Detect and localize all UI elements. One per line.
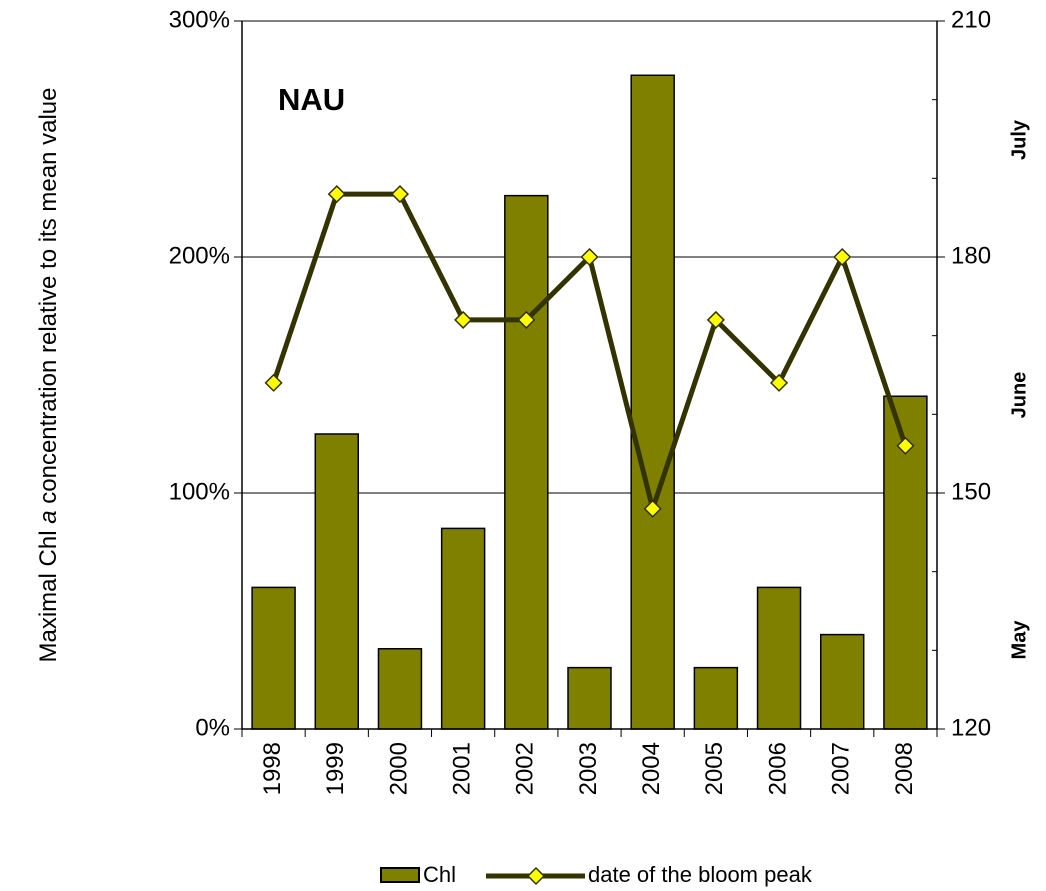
bar: [883, 395, 928, 730]
y-tick-label: 200%: [169, 242, 230, 269]
y-axis-label: Maximal Chl a concentration relative to …: [35, 88, 62, 663]
y2-tick-label: 180: [951, 242, 991, 269]
marker: [517, 310, 536, 329]
y-label-part: a: [35, 510, 62, 523]
x-tick-label: 2000: [385, 742, 412, 795]
x-tick-label: 1999: [322, 742, 349, 795]
marker: [833, 247, 852, 267]
x-tick-label: 2005: [701, 742, 728, 795]
x-tick-label: 2002: [512, 742, 539, 795]
marker: [769, 373, 789, 392]
bar: [251, 586, 296, 730]
month-label: July: [1008, 119, 1030, 160]
month-label: May: [1008, 620, 1030, 660]
marker: [643, 499, 662, 518]
y-tick-label: 300%: [169, 6, 230, 33]
bar: [693, 666, 739, 730]
marker: [706, 310, 725, 329]
legend-label: date of the bloom peak: [588, 862, 813, 887]
x-tick-label: 2004: [638, 742, 665, 795]
y2-tick-label: 120: [951, 714, 991, 741]
bar: [440, 527, 486, 730]
y-tick-label: 0%: [195, 714, 230, 741]
marker: [454, 310, 473, 329]
bar: [819, 633, 865, 730]
x-tick-label: 2001: [448, 742, 475, 795]
bar: [630, 74, 675, 730]
marker: [580, 247, 599, 267]
legend-label: Chl: [423, 862, 456, 887]
marker: [896, 436, 915, 455]
line: [271, 191, 908, 512]
y2-tick-label: 210: [951, 6, 991, 33]
x-tick-label: 1998: [259, 742, 286, 795]
y-label-part: concentration relative to its mean value: [35, 88, 62, 511]
bar: [377, 648, 423, 730]
y2-tick-label: 150: [951, 478, 991, 505]
bar: [756, 586, 802, 730]
x-tick-label: 2003: [575, 742, 602, 795]
chart-title: NAU: [278, 82, 345, 117]
marker: [327, 185, 346, 204]
x-tick-label: 2006: [764, 742, 791, 795]
marker: [390, 185, 410, 204]
legend-marker: [526, 866, 546, 886]
x-tick-label: 2007: [828, 742, 855, 795]
y-tick-label: 100%: [169, 478, 230, 505]
x-tick-label: 2008: [891, 742, 918, 795]
bar: [314, 433, 360, 730]
marker: [264, 373, 283, 392]
legend-swatch: [380, 867, 420, 883]
bar: [504, 194, 549, 730]
y-label-part: Maximal Chl: [35, 524, 62, 663]
month-label: June: [1008, 372, 1030, 419]
bar: [567, 666, 612, 730]
